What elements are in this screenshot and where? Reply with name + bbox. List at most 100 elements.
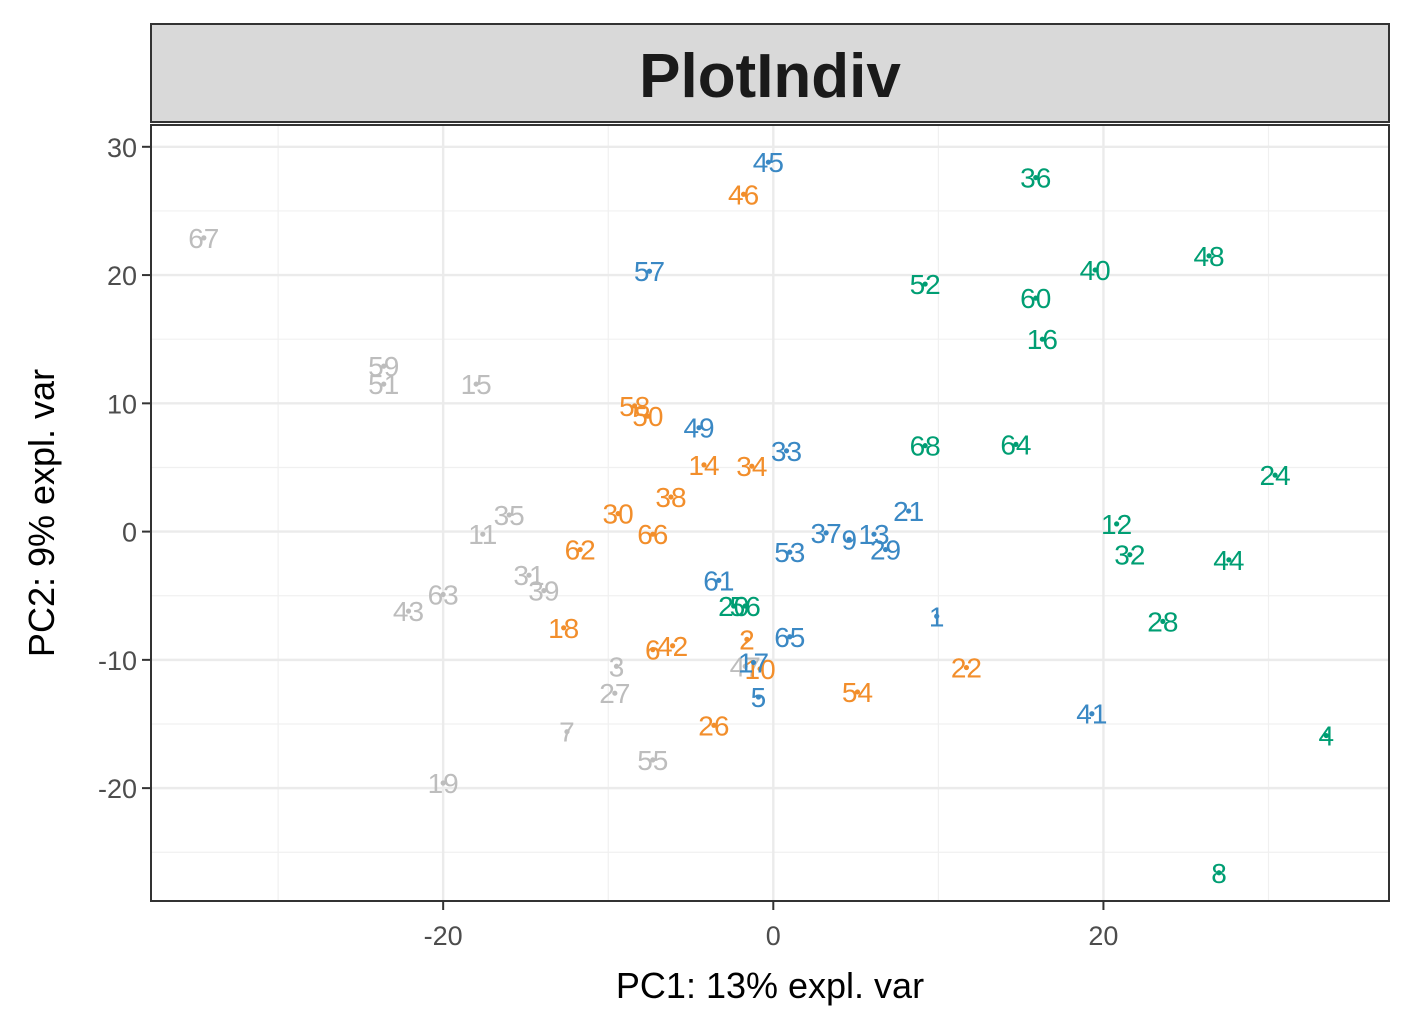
point-marker	[1206, 253, 1212, 259]
data-point: 24	[1260, 460, 1291, 491]
y-tick-label: -10	[98, 646, 137, 676]
point-marker	[934, 613, 940, 619]
point-marker	[1039, 336, 1045, 342]
plot-border	[150, 124, 1390, 902]
point-marker	[749, 463, 755, 469]
point-label: 37	[811, 518, 842, 549]
data-point: 44	[1213, 545, 1244, 576]
data-point: 32	[1114, 540, 1145, 571]
plot-panel	[151, 125, 1389, 901]
y-tick-label: 10	[107, 389, 137, 419]
data-point: 63	[428, 579, 459, 610]
data-point: 13	[858, 519, 889, 550]
point-marker	[731, 603, 737, 609]
data-point: 27	[599, 678, 630, 709]
data-point: 68	[910, 431, 941, 462]
point-label: 15	[461, 369, 492, 400]
point-label: 56	[730, 591, 761, 622]
x-tick-label: 20	[1088, 921, 1118, 951]
data-point: 18	[548, 613, 579, 644]
data-point: 53	[774, 537, 805, 568]
point-label: 60	[1020, 283, 1051, 314]
point-label: 57	[634, 256, 665, 287]
point-marker	[823, 530, 829, 536]
point-marker	[906, 508, 912, 514]
point-label: 24	[1260, 460, 1291, 491]
point-marker	[1092, 267, 1098, 273]
point-label: 12	[1101, 509, 1132, 540]
data-point: 19	[428, 768, 459, 799]
data-point: 17	[738, 647, 769, 678]
data-point: 34	[736, 451, 767, 482]
point-label: 33	[771, 436, 802, 467]
point-label: 21	[893, 496, 924, 527]
point-marker	[1272, 472, 1278, 478]
data-point: 22	[951, 653, 982, 684]
point-label: 41	[1076, 699, 1107, 730]
point-label: 61	[703, 565, 734, 596]
y-tick-label: 0	[122, 518, 137, 548]
point-label: 46	[728, 179, 759, 210]
point-label: 30	[603, 499, 634, 530]
data-point: 26	[698, 710, 729, 741]
data-point: 48	[1193, 241, 1224, 272]
point-marker	[632, 403, 638, 409]
point-marker	[742, 663, 748, 669]
point-label: 6	[645, 635, 661, 666]
data-point: 5	[751, 682, 767, 713]
point-marker	[750, 659, 757, 666]
point-marker	[787, 549, 793, 555]
data-point: 1	[929, 601, 945, 632]
point-marker	[480, 531, 486, 537]
point-marker	[561, 625, 567, 631]
point-marker	[1114, 521, 1120, 527]
point-marker	[541, 588, 547, 594]
data-point: 41	[1076, 699, 1107, 730]
data-point: 61	[703, 565, 734, 596]
data-point: 11	[468, 519, 497, 550]
point-marker	[612, 690, 618, 696]
point-marker	[854, 689, 861, 695]
point-marker	[922, 281, 928, 287]
data-point: 64	[1000, 429, 1031, 460]
data-point: 66	[637, 519, 668, 550]
data-point: 28	[1147, 606, 1178, 637]
point-label: 40	[1080, 255, 1111, 286]
point-marker	[440, 780, 446, 786]
point-marker	[201, 235, 207, 241]
point-marker	[577, 546, 583, 553]
data-point: 62	[565, 535, 596, 566]
point-marker	[1160, 618, 1166, 624]
data-point: 47	[730, 651, 761, 682]
y-axis-title: PC2: 9% expl. var	[21, 369, 62, 657]
data-point: 52	[910, 269, 941, 300]
point-marker	[744, 636, 750, 642]
point-label: 50	[632, 401, 663, 432]
point-marker	[613, 663, 620, 669]
point-label: 7	[559, 717, 575, 748]
point-label: 66	[637, 519, 668, 550]
data-point: 16	[1027, 324, 1058, 355]
point-label: 19	[428, 768, 459, 799]
point-label: 44	[1213, 545, 1244, 576]
point-label: 1	[929, 601, 945, 632]
point-marker	[564, 729, 570, 735]
point-label: 11	[468, 519, 497, 550]
point-marker	[1216, 870, 1222, 876]
point-marker	[701, 462, 707, 468]
point-label: 64	[1000, 429, 1031, 460]
point-label: 49	[683, 413, 714, 444]
point-label: 43	[393, 596, 424, 627]
point-label: 55	[637, 745, 668, 776]
point-marker	[381, 381, 387, 387]
point-marker	[757, 666, 763, 672]
point-label: 31	[513, 560, 544, 591]
point-label: 35	[494, 500, 525, 531]
y-tick-label: -20	[98, 774, 137, 804]
point-marker	[440, 591, 446, 598]
point-marker	[650, 647, 656, 653]
point-label: 53	[774, 537, 805, 568]
point-marker	[1226, 557, 1232, 563]
data-point: 59	[368, 351, 399, 382]
data-point: 38	[655, 482, 686, 513]
